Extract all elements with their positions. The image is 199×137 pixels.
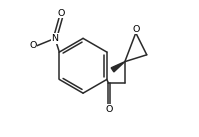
Text: O: O bbox=[132, 25, 139, 34]
Text: O: O bbox=[29, 41, 37, 50]
Text: O: O bbox=[105, 105, 113, 114]
Polygon shape bbox=[111, 62, 125, 72]
Text: O: O bbox=[58, 8, 65, 18]
Text: N: N bbox=[52, 34, 59, 43]
